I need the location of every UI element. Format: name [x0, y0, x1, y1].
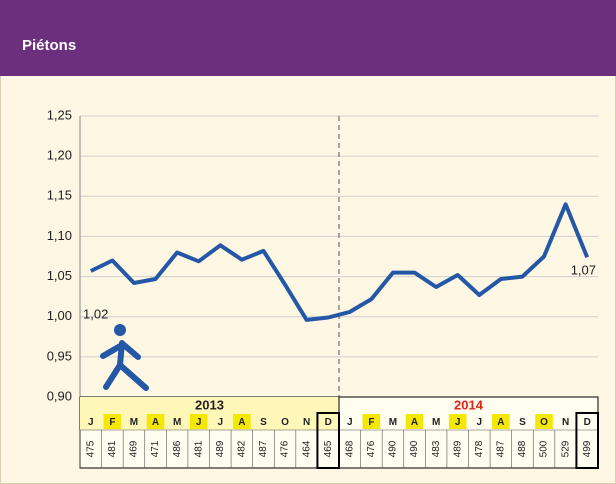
x-tick-label: J	[196, 417, 202, 428]
count-label: 499	[582, 440, 593, 457]
y-tick-label: 1,05	[47, 268, 72, 283]
x-tick-label: J	[347, 417, 353, 428]
december-box	[575, 412, 600, 469]
x-tick-label: J	[455, 417, 461, 428]
count-label: 464	[301, 440, 312, 457]
line	[89, 202, 590, 322]
count-label: 476	[366, 440, 377, 457]
month-highlight	[362, 414, 381, 429]
x-tick-label: F	[368, 417, 374, 428]
x-tick-label: J	[477, 417, 483, 428]
count-label: 471	[150, 440, 161, 457]
count-label: 482	[237, 440, 248, 457]
x-tick-label: N	[562, 417, 569, 428]
month-highlight	[492, 414, 510, 429]
y-tick-label: 1,25	[47, 107, 72, 122]
x-tick-label: A	[152, 417, 159, 428]
count-label: 488	[517, 440, 528, 457]
month-highlight	[103, 414, 122, 429]
annotation: 1,07	[571, 263, 596, 278]
count-label: 468	[344, 440, 355, 457]
header	[0, 0, 616, 76]
count-label: 489	[215, 440, 226, 457]
x-tick-label: M	[173, 417, 181, 428]
y-tick-label: 0,90	[47, 388, 72, 403]
month-highlight	[405, 414, 424, 429]
x-tick-label: J	[88, 417, 94, 428]
year-label: 2013	[195, 397, 224, 412]
x-tick-label: F	[109, 417, 115, 428]
count-label: 476	[280, 440, 291, 457]
month-highlight	[448, 414, 467, 429]
count-label: 490	[409, 440, 420, 457]
count-label: 469	[129, 440, 140, 457]
count-label: 483	[431, 440, 442, 457]
x-tick-label: J	[218, 417, 224, 428]
x-tick-label: S	[519, 417, 526, 428]
count-label: 486	[172, 440, 183, 457]
x-tick-label: M	[389, 417, 397, 428]
y-tick-label: 1,15	[47, 188, 72, 203]
x-tick-label: O	[281, 417, 289, 428]
count-label: 529	[560, 440, 571, 457]
count-label: 465	[323, 440, 334, 457]
x-tick-label: A	[238, 417, 245, 428]
count-label: 475	[85, 440, 96, 457]
x-tick-label: A	[411, 417, 418, 428]
x-tick-label: D	[325, 417, 332, 428]
y-tick-label: 0,95	[47, 348, 72, 363]
x-tick-label: N	[303, 417, 310, 428]
count-label: 500	[539, 440, 550, 457]
chart-title: Piétons	[22, 37, 76, 54]
count-label: 478	[474, 440, 485, 457]
x-tick-label: A	[497, 417, 504, 428]
x-tick-label: D	[584, 417, 591, 428]
y-tick-label: 1,00	[47, 308, 72, 323]
x-tick-label: M	[432, 417, 440, 428]
x-tick-label: M	[130, 417, 138, 428]
count-label: 487	[258, 440, 269, 457]
year-bg	[80, 397, 339, 430]
y-tick-label: 1,10	[47, 228, 72, 243]
y-tick-label: 1,20	[47, 148, 72, 163]
month-highlight	[189, 414, 208, 429]
x-tick-label: O	[540, 417, 548, 428]
month-highlight	[535, 414, 553, 429]
count-label: 490	[388, 440, 399, 457]
year-label: 2014	[454, 397, 484, 412]
count-label: 487	[496, 440, 507, 457]
x-tick-label: S	[260, 417, 267, 428]
count-label: 481	[107, 440, 118, 457]
count-label: 489	[452, 440, 463, 457]
month-highlight	[233, 414, 251, 429]
december-box	[316, 412, 340, 469]
count-label: 481	[193, 440, 204, 457]
month-highlight	[146, 414, 165, 429]
annotation: 1,02	[83, 306, 108, 321]
pedestrian-icon	[100, 324, 149, 391]
